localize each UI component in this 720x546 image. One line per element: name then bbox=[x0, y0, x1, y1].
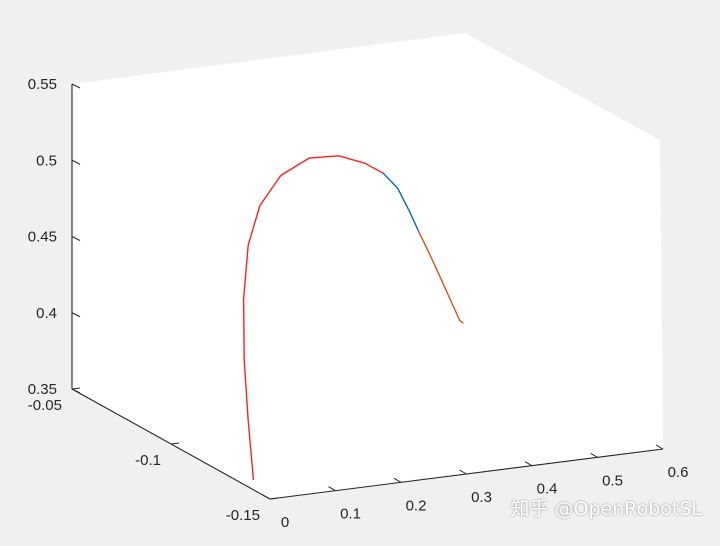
axes-box-background bbox=[72, 33, 663, 499]
series-line-2 bbox=[382, 172, 420, 232]
x-tick-label: 0.2 bbox=[406, 497, 427, 514]
z-tick-label: 0.4 bbox=[36, 305, 57, 322]
x-tick-mark bbox=[459, 469, 467, 475]
x-tick-mark bbox=[524, 461, 533, 467]
x-tick-mark bbox=[655, 444, 664, 450]
series-line-3 bbox=[417, 230, 464, 324]
x-tick-label: 0 bbox=[281, 514, 289, 531]
tick-marks bbox=[71, 83, 664, 500]
x-tick-mark bbox=[393, 477, 402, 483]
series-line-1 bbox=[242, 155, 384, 480]
y-tick-mark bbox=[170, 442, 180, 445]
y-tick-label: -0.05 bbox=[28, 397, 62, 414]
x-tick-label: 0.5 bbox=[602, 472, 623, 489]
z-tick-label: 0.45 bbox=[28, 229, 57, 246]
y-tick-label: -0.15 bbox=[226, 507, 260, 524]
series-lines bbox=[242, 155, 464, 480]
y-tick-mark bbox=[71, 387, 81, 390]
tick-labels: 0 0.1 0.2 0.3 0.4 0.5 0.6 -0.15 -0.1 -0.050.35 0.4… bbox=[28, 76, 689, 531]
z-tick-mark bbox=[71, 236, 81, 241]
z-tick-label: 0.5 bbox=[36, 152, 57, 169]
watermark-text: 知乎 @OpenRobotSL bbox=[510, 498, 702, 520]
x-tick-label: 0.4 bbox=[537, 481, 558, 498]
z-tick-mark bbox=[71, 388, 81, 394]
x-tick-label: 0.1 bbox=[340, 506, 361, 523]
z-tick-mark bbox=[71, 83, 81, 89]
y-tick-mark bbox=[269, 497, 279, 500]
z-tick-mark bbox=[71, 159, 81, 165]
x-tick-label: 0.3 bbox=[471, 489, 492, 506]
x-tick-mark bbox=[262, 494, 271, 500]
z-tick-mark bbox=[71, 312, 81, 318]
x-tick-label: 0.6 bbox=[668, 464, 689, 481]
x-tick-mark bbox=[328, 486, 336, 492]
x-tick-mark bbox=[590, 452, 598, 458]
y-tick-label: -0.1 bbox=[135, 452, 161, 469]
z-tick-label: 0.35 bbox=[28, 381, 57, 398]
z-tick-label: 0.55 bbox=[28, 76, 57, 93]
